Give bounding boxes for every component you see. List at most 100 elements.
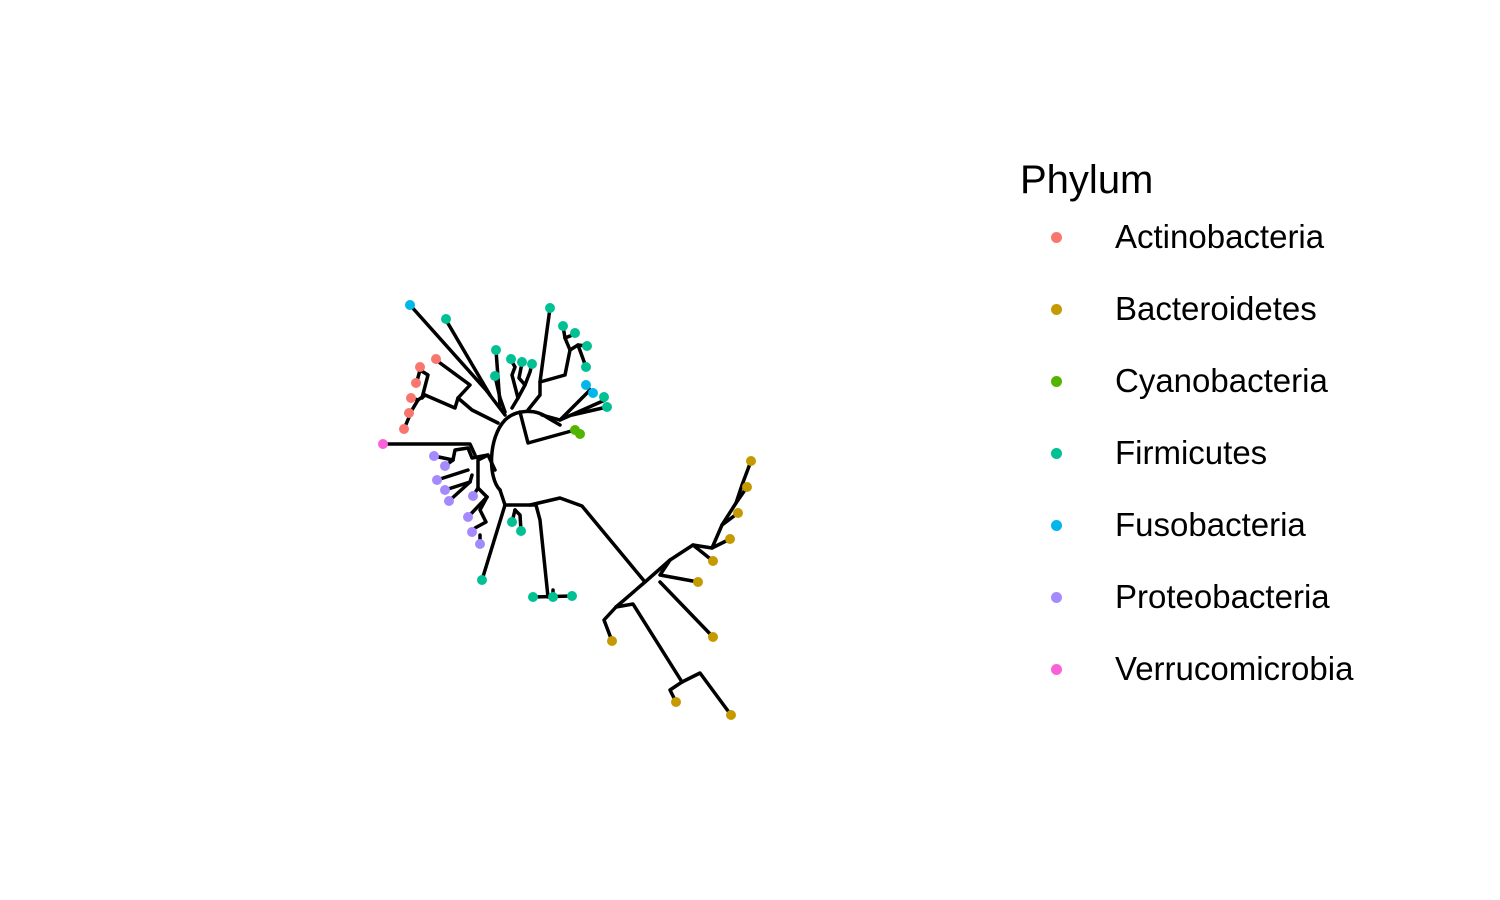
tip-point <box>545 303 555 313</box>
branch <box>570 405 609 417</box>
legend-label: Proteobacteria <box>1115 578 1330 615</box>
tip-point <box>581 362 591 372</box>
legend-entry: Cyanobacteria <box>1020 364 1328 438</box>
tip-point <box>742 482 752 492</box>
tip-point <box>404 408 414 418</box>
tip-point <box>582 341 592 351</box>
tip-point <box>516 526 526 536</box>
phylogenetic-tree <box>378 300 756 720</box>
legend-label: Verrucomicrobia <box>1115 650 1354 687</box>
tip-point <box>415 362 425 372</box>
tip-point <box>708 556 718 566</box>
branch <box>516 361 527 400</box>
legend-dot-icon <box>1051 232 1062 243</box>
tip-point <box>429 451 439 461</box>
branch <box>614 459 753 609</box>
branch <box>614 602 684 684</box>
legend-dot-icon <box>1051 592 1062 603</box>
tip-point <box>575 429 585 439</box>
tip-point <box>528 592 538 602</box>
legend-label: Cyanobacteria <box>1115 362 1328 399</box>
tip-point <box>599 392 609 402</box>
branch <box>444 318 492 397</box>
tip-point <box>444 496 454 506</box>
tip-point <box>491 345 501 355</box>
legend-dot-icon <box>1051 520 1062 531</box>
branch <box>489 409 562 492</box>
tip-point <box>581 380 591 390</box>
tip-point <box>490 371 500 381</box>
branch <box>513 508 523 533</box>
branch <box>602 605 618 643</box>
tip-point <box>440 485 450 495</box>
tip-point <box>527 359 537 369</box>
legend-label: Actinobacteria <box>1115 218 1325 255</box>
tip-point <box>733 508 743 518</box>
branch <box>658 580 715 639</box>
tip-point <box>431 354 441 364</box>
branch <box>435 468 470 482</box>
branch <box>538 343 588 384</box>
tip-point <box>548 592 558 602</box>
tip-point <box>746 456 756 466</box>
legend-entry: Verrucomicrobia <box>1020 652 1353 726</box>
tip-point <box>506 354 516 364</box>
tip-point <box>607 636 617 646</box>
branch <box>470 495 489 534</box>
legend-items: Actinobacteria Bacteroidetes Cyanobacteria… <box>1020 220 1353 726</box>
tip-point <box>602 402 612 412</box>
tip-point <box>441 314 451 324</box>
branch <box>381 442 477 457</box>
tip-point <box>588 388 598 398</box>
tip-point <box>708 632 718 642</box>
branch <box>414 368 500 425</box>
tip-point <box>477 575 487 585</box>
legend-entry: Fusobacteria <box>1020 508 1306 582</box>
tip-point <box>399 424 409 434</box>
legend-label: Bacteroidetes <box>1115 290 1317 327</box>
branch <box>658 558 700 584</box>
tip-point <box>517 357 527 367</box>
legend-entry: Proteobacteria <box>1020 580 1330 654</box>
tip-point <box>693 577 703 587</box>
tip-point <box>440 461 450 471</box>
legend-dot-icon <box>1051 376 1062 387</box>
branch <box>434 358 472 400</box>
tip-point <box>467 527 477 537</box>
tip-point <box>475 539 485 549</box>
legend-label: Fusobacteria <box>1115 506 1306 543</box>
tree-branches <box>381 303 753 717</box>
branch <box>680 671 733 717</box>
tip-point <box>507 517 517 527</box>
branch <box>528 496 647 584</box>
branch <box>540 383 592 422</box>
tip-point <box>405 300 415 310</box>
tip-point <box>570 328 580 338</box>
legend-entry: Firmicutes <box>1020 436 1267 510</box>
legend-title: Phylum <box>1020 158 1154 202</box>
tip-point <box>468 491 478 501</box>
tip-point <box>558 321 568 331</box>
legend-dot-icon <box>1051 304 1062 315</box>
tip-point <box>726 710 736 720</box>
tip-point <box>378 439 388 449</box>
tip-point <box>432 475 442 485</box>
tree-tips <box>378 300 756 720</box>
tip-point <box>671 697 681 707</box>
tip-point <box>463 512 473 522</box>
branch <box>534 503 550 599</box>
tip-point <box>725 534 735 544</box>
branch <box>493 374 507 414</box>
legend-dot-icon <box>1051 664 1062 675</box>
legend-dot-icon <box>1051 448 1062 459</box>
tip-point <box>567 591 577 601</box>
legend: Phylum Actinobacteria Bacteroidetes Cyanob… <box>1020 158 1353 726</box>
branch <box>518 410 577 445</box>
branch <box>476 453 490 499</box>
branch <box>509 358 520 410</box>
branch <box>526 306 552 412</box>
tip-point <box>406 393 416 403</box>
tip-point <box>411 378 421 388</box>
legend-entry: Actinobacteria <box>1020 220 1324 294</box>
legend-entry: Bacteroidetes <box>1020 292 1317 366</box>
